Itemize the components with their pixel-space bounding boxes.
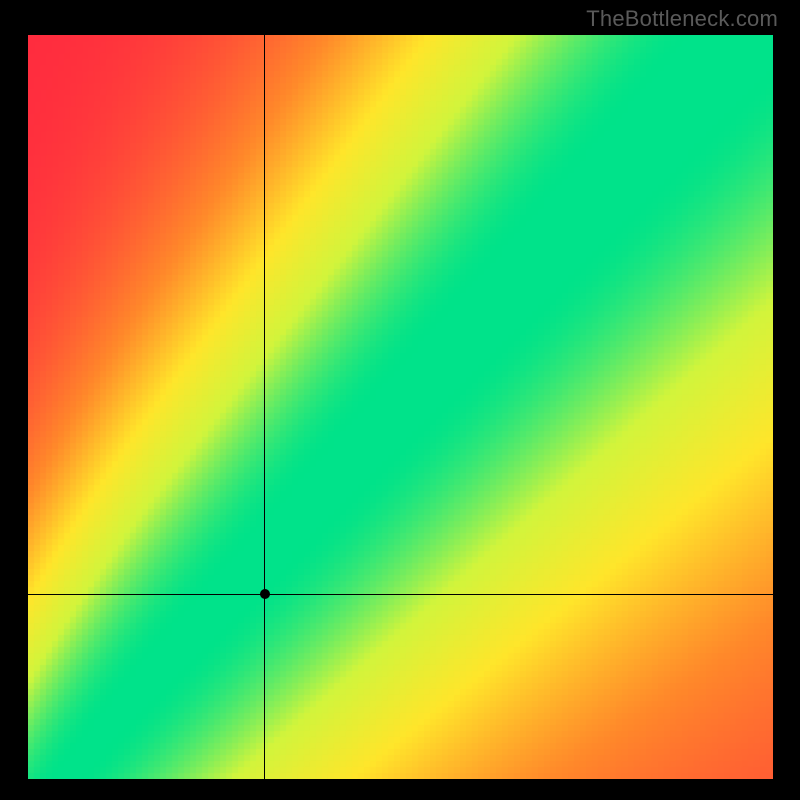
- watermark-text: TheBottleneck.com: [586, 6, 778, 32]
- bottleneck-heatmap: [28, 35, 773, 779]
- crosshair-vertical-line: [264, 35, 265, 779]
- crosshair-horizontal-line: [28, 594, 773, 595]
- crosshair-marker-dot: [260, 589, 270, 599]
